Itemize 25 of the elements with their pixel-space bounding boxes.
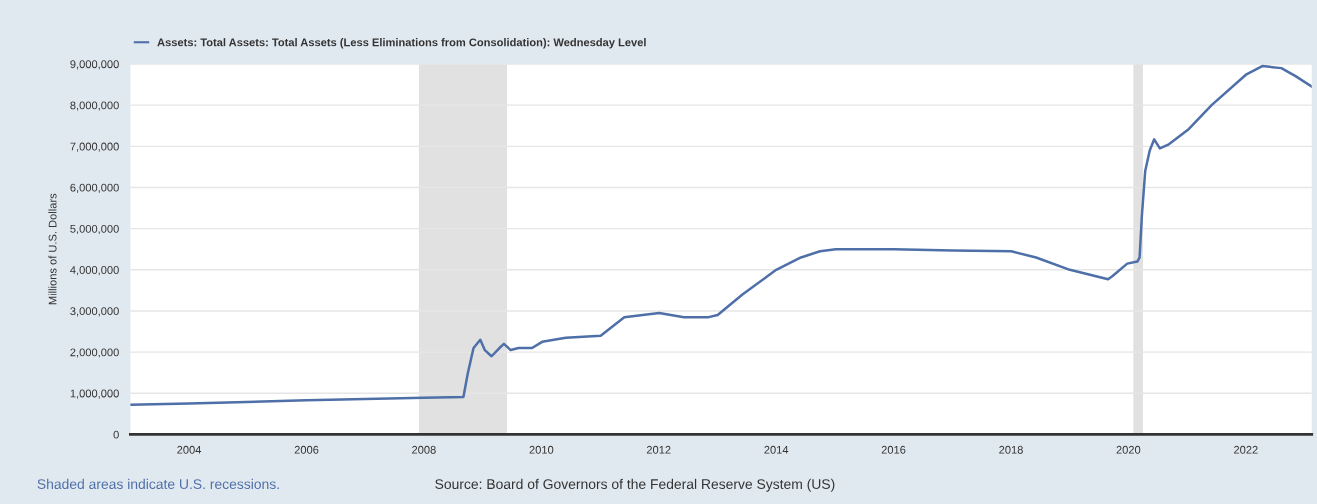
text: Shaded areas indicate U.S. recessions.	[37, 478, 279, 490]
y-axis-title: Millions of U.S. Dollars	[48, 193, 57, 305]
y-tick-label: 6,000,000	[70, 183, 119, 193]
legend-label: Assets: Total Assets: Total Assets (Less Eliminations from Consolidation): Wednesday Level	[157, 38, 646, 49]
x-tick-label: 2010	[529, 445, 554, 454]
x-tick-label: 2008	[412, 445, 436, 454]
x-tick-label: 2020	[1116, 445, 1141, 454]
x-tick-label: 2018	[999, 445, 1023, 454]
y-tick-label: 5,000,000	[70, 224, 119, 235]
x-tick-label: 2004	[177, 445, 202, 454]
y-tick-label: 3,000,000	[70, 307, 119, 317]
x-tick-label: 2006	[294, 445, 319, 454]
x-tick-label: 2014	[764, 445, 789, 454]
x-tick-label: 2022	[1234, 445, 1258, 454]
y-tick-label: 9,000,000	[70, 60, 119, 70]
x-tick-label: 2016	[881, 445, 906, 454]
line-series	[130, 64, 1312, 407]
y-tick-label: 7,000,000	[70, 142, 119, 152]
source-note: Source: Board of Governors of the Federal Reserve System (US)	[435, 478, 835, 492]
y-tick-label: 2,000,000	[70, 348, 119, 358]
y-tick-label: 0	[113, 430, 119, 439]
y-tick-label: 1,000,000	[70, 389, 119, 399]
y-tick-label: 8,000,000	[70, 101, 119, 111]
y-tick-label: 4,000,000	[70, 266, 119, 276]
x-tick-label: 2012	[646, 445, 671, 454]
